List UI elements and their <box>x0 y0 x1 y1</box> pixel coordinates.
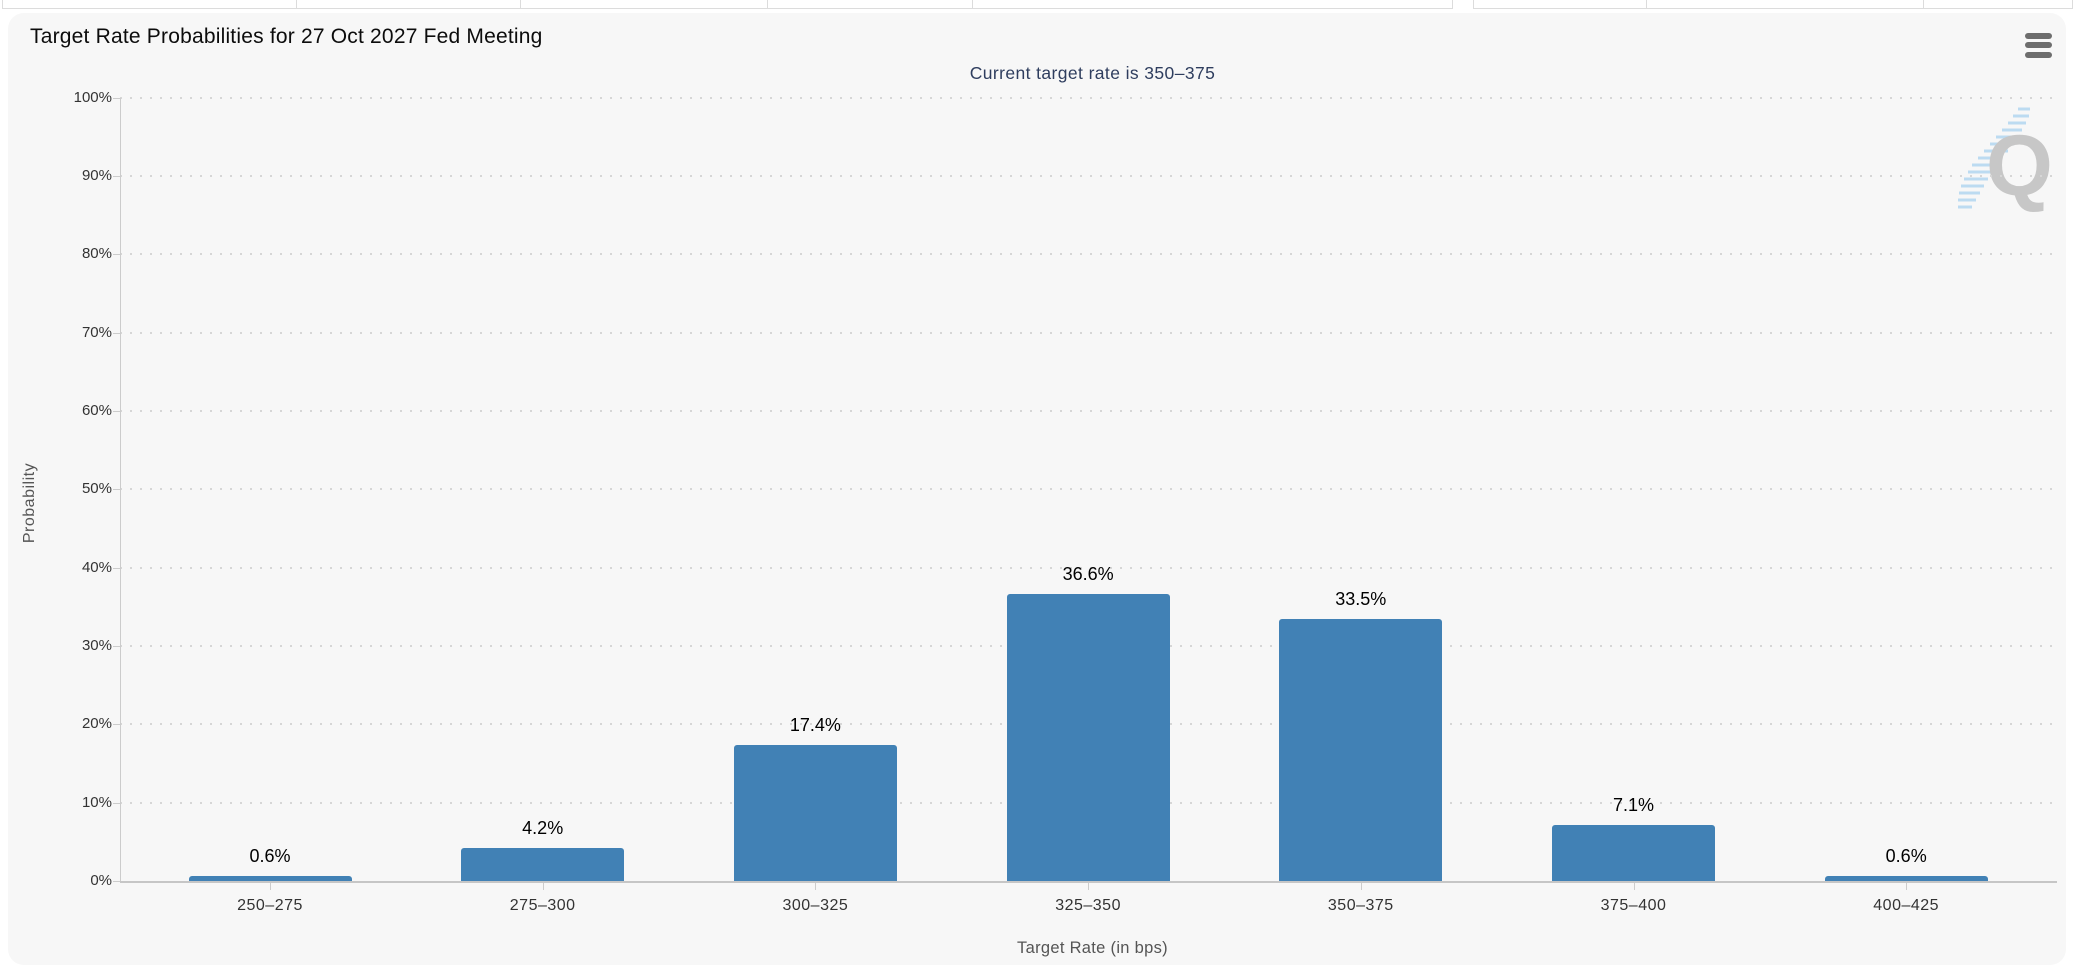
y-gridline <box>120 566 2057 569</box>
x-axis-tick <box>542 883 544 890</box>
bar-400–425[interactable] <box>1824 876 1988 881</box>
bar-value-label: 33.5% <box>1335 588 1387 609</box>
x-axis-tick <box>815 883 817 890</box>
bar-275–300[interactable] <box>461 848 625 881</box>
table-cell-border <box>2072 0 2073 9</box>
x-axis-title: Target Rate (in bps) <box>1017 939 1168 957</box>
y-gridline <box>120 488 2057 491</box>
x-axis-tick-label: 350–375 <box>1327 897 1394 914</box>
bar-300–325[interactable] <box>733 744 897 881</box>
bar-350–375[interactable] <box>1279 618 1443 881</box>
y-axis-tick-label: 10% <box>81 793 112 811</box>
y-axis-tick-label: 30% <box>81 636 112 654</box>
y-axis-tick <box>113 489 120 491</box>
table-cell-border <box>520 0 521 9</box>
y-axis-tick <box>113 881 120 882</box>
y-axis-tick-label: 70% <box>81 323 112 341</box>
x-axis-tick <box>270 883 271 890</box>
table-cell-border <box>2 8 1452 9</box>
bar-value-label: 36.6% <box>1062 564 1114 585</box>
y-gridline <box>120 174 2057 177</box>
bar-value-label: 4.2% <box>522 818 564 839</box>
y-axis-tick <box>113 97 120 99</box>
y-axis-tick <box>113 645 120 647</box>
hamburger-icon <box>2024 32 2052 58</box>
bar-375–400[interactable] <box>1552 825 1715 881</box>
bar-value-label: 0.6% <box>1885 846 1927 867</box>
x-axis-tick-label: 250–275 <box>237 897 303 914</box>
y-axis-tick-label: 50% <box>81 480 112 498</box>
y-axis-tick <box>113 567 120 569</box>
bar-325–350[interactable] <box>1006 594 1170 881</box>
table-cell-border <box>1923 0 1924 9</box>
y-axis-tick-label: 90% <box>81 166 112 184</box>
y-axis-tick <box>113 802 120 804</box>
bar-250–275[interactable] <box>188 876 352 881</box>
chart-subtitle: Current target rate is 350–375 <box>969 63 1216 83</box>
y-gridline <box>120 409 2057 412</box>
table-cell-border <box>296 0 297 9</box>
y-gridline <box>120 331 2057 334</box>
x-axis-tick <box>1906 883 1908 890</box>
cropped-table-row <box>0 0 2074 10</box>
chart-context-menu-button[interactable] <box>2016 25 2060 65</box>
y-axis-tick <box>113 254 120 256</box>
table-cell-border <box>1473 0 1474 9</box>
y-axis-tick-label: 20% <box>81 715 112 733</box>
table-cell-border <box>1452 0 1453 9</box>
y-gridline <box>120 96 2057 99</box>
table-cell-border <box>1473 8 2072 9</box>
x-axis-tick-label: 325–350 <box>1055 897 1121 914</box>
chart-title: Target Rate Probabilities for 27 Oct 202… <box>30 25 543 48</box>
plot-area: 0% 10% 20% 30% 40% 50% 60% 70% 80% 90% 100% 0.6% 250… <box>8 13 2066 965</box>
table-cell-border <box>2 0 3 9</box>
x-axis-tick <box>1360 883 1362 890</box>
y-axis-tick-label: 60% <box>81 401 112 419</box>
y-axis-tick <box>113 410 120 412</box>
table-cell-border <box>1646 0 1647 9</box>
y-axis-tick <box>113 175 120 177</box>
y-axis-line <box>120 97 121 881</box>
table-cell-border <box>767 0 768 9</box>
bar-value-label: 7.1% <box>1612 795 1655 816</box>
y-axis-tick-label: 80% <box>81 245 112 263</box>
chart-panel: Target Rate Probabilities for 27 Oct 202… <box>8 13 2066 965</box>
x-axis-tick <box>1088 883 1090 890</box>
bar-value-label: 17.4% <box>789 714 841 735</box>
x-axis-tick-label: 375–400 <box>1600 897 1667 914</box>
x-axis-tick-label: 300–325 <box>782 897 849 914</box>
y-axis-tick-label: 40% <box>81 558 112 576</box>
y-gridline <box>120 253 2057 256</box>
y-axis-tick <box>113 724 120 726</box>
x-axis-tick-label: 400–425 <box>1873 897 1940 914</box>
y-axis-tick-label: 0% <box>90 872 112 889</box>
y-axis-tick <box>113 332 120 334</box>
x-axis-line <box>120 881 2057 883</box>
x-axis-tick-label: 275–300 <box>509 897 576 914</box>
x-axis-tick <box>1633 883 1635 890</box>
bar-value-label: 0.6% <box>249 846 291 867</box>
y-axis-tick-label: 100% <box>73 88 112 106</box>
table-cell-border <box>972 0 973 9</box>
